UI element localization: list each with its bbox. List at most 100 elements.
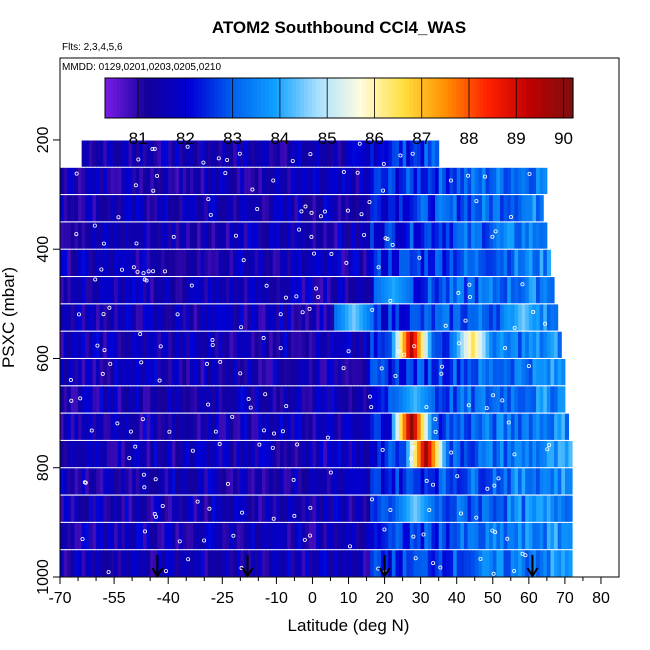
heat-cell	[150, 140, 155, 167]
heat-cell	[503, 359, 508, 386]
heat-cell	[550, 440, 555, 468]
heat-cell	[499, 522, 505, 550]
heat-cell	[467, 222, 472, 249]
heat-cell	[355, 140, 360, 167]
heat-cell	[132, 413, 137, 440]
heat-cell	[370, 386, 375, 413]
colorbar-cell	[530, 78, 535, 118]
heat-cell	[160, 222, 166, 249]
sample-point	[164, 569, 169, 574]
heat-cell	[139, 386, 144, 413]
heat-cell	[435, 468, 440, 495]
heat-cell	[420, 249, 425, 276]
heat-cell	[431, 468, 436, 495]
heat-cell	[74, 440, 79, 468]
heat-cell	[474, 440, 479, 468]
colorbar-cell	[218, 78, 223, 118]
heat-cell	[424, 550, 429, 577]
heat-cell	[204, 140, 209, 167]
heat-cell	[96, 304, 101, 331]
heat-cell	[380, 495, 386, 522]
heat-cell	[532, 495, 537, 522]
heat-cell	[70, 413, 75, 440]
heat-cell	[150, 468, 155, 495]
heat-cell	[207, 167, 212, 195]
heat-cell	[391, 550, 396, 577]
heat-cell	[85, 413, 90, 440]
heat-cell	[290, 331, 295, 358]
sample-point	[485, 486, 490, 491]
heat-cell	[128, 195, 133, 222]
heat-cell	[218, 195, 223, 222]
heat-cell	[373, 304, 378, 331]
heat-cell	[204, 222, 209, 249]
heat-cell	[326, 167, 331, 195]
colorbar-cell	[222, 78, 227, 118]
heat-cell	[460, 277, 465, 304]
heat-cell	[312, 331, 317, 358]
heat-cell	[204, 277, 209, 304]
heat-cell	[377, 359, 382, 386]
sample-point	[272, 431, 277, 436]
heat-cell	[272, 495, 277, 522]
heat-cell	[182, 195, 187, 222]
heat-cell	[489, 386, 494, 413]
heat-cell	[471, 359, 476, 386]
heat-cell	[348, 222, 353, 249]
heat-cell	[298, 304, 303, 331]
heat-cell	[456, 222, 461, 249]
sample-point	[314, 286, 319, 291]
sample-point	[95, 343, 100, 348]
sample-point	[167, 429, 172, 434]
heat-cell	[312, 277, 317, 304]
heat-cell	[70, 359, 75, 386]
heat-cell	[168, 413, 173, 440]
heat-cell	[438, 167, 443, 195]
heat-cell	[471, 222, 476, 249]
heat-cell	[96, 277, 101, 304]
heat-cell	[247, 440, 252, 468]
heat-cell	[88, 440, 93, 468]
heat-cell	[399, 249, 404, 276]
sample-point	[106, 570, 111, 575]
heat-cell	[370, 413, 375, 440]
heat-cell	[481, 440, 487, 468]
heat-cell	[507, 522, 512, 550]
heat-cell	[478, 277, 483, 304]
heat-cell	[406, 522, 411, 550]
heat-cell	[70, 440, 75, 468]
heat-cell	[427, 140, 432, 167]
heat-cell	[128, 140, 133, 167]
heat-cell	[417, 468, 422, 495]
heat-cell	[92, 413, 97, 440]
sample-point	[101, 241, 106, 246]
heat-cell	[564, 495, 570, 522]
heat-cell	[150, 167, 155, 195]
heat-cell	[254, 222, 259, 249]
heat-cell	[110, 386, 115, 413]
heat-cell	[474, 277, 479, 304]
heat-cell	[550, 331, 555, 358]
heat-cell	[456, 304, 461, 331]
heat-cell	[67, 331, 72, 358]
heat-cell	[413, 495, 418, 522]
heat-cell	[207, 222, 212, 249]
heat-cell	[229, 195, 234, 222]
sample-point	[424, 405, 429, 410]
heat-cell	[460, 331, 465, 358]
heat-cell	[88, 277, 93, 304]
heat-cell	[287, 522, 292, 550]
heat-cell	[265, 522, 270, 550]
heat-cell	[528, 195, 533, 222]
heat-cell	[323, 522, 328, 550]
colorbar-cell	[401, 78, 406, 118]
heat-cell	[218, 468, 223, 495]
heat-cell	[525, 359, 530, 386]
heat-cell	[442, 440, 447, 468]
heat-cell	[431, 304, 436, 331]
heat-cell	[395, 195, 400, 222]
colorbar-cell	[370, 78, 375, 118]
heat-cell	[254, 304, 259, 331]
heat-cell	[330, 495, 335, 522]
heat-cell	[395, 167, 400, 195]
